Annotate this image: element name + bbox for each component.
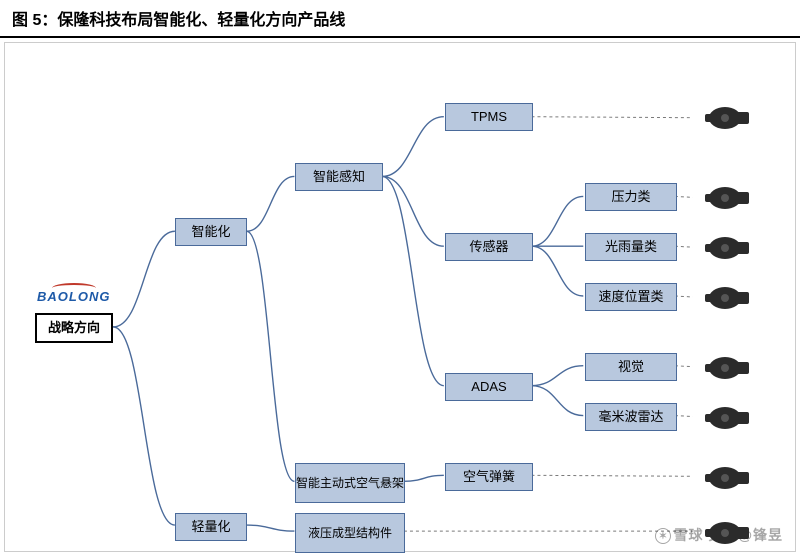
edge-cgq-sdwz	[531, 246, 583, 296]
product-image-img-kqth	[695, 458, 755, 498]
dash-img-sdwz	[675, 296, 693, 297]
node-yycx: 液压成型结构件	[295, 513, 405, 553]
node-zngz: 智能感知	[295, 163, 383, 191]
edge-adas-sj	[531, 366, 583, 386]
product-image-img-gyl	[695, 228, 755, 268]
product-image-img-sdwz	[695, 278, 755, 318]
node-sdwz: 速度位置类	[585, 283, 677, 311]
dash-img-tpms	[531, 117, 692, 118]
figure-title: 图 5：保隆科技布局智能化、轻量化方向产品线	[0, 0, 800, 38]
dash-img-gyl	[675, 246, 693, 247]
node-cgq: 传感器	[445, 233, 533, 261]
edge-kqxj-kqth	[404, 475, 444, 481]
dash-img-yll	[675, 196, 693, 197]
dash-img-kqth	[531, 475, 692, 476]
node-sj: 视觉	[585, 353, 677, 381]
node-gyl: 光雨量类	[585, 233, 677, 261]
edge-zngz-cgq	[382, 176, 444, 246]
product-image-img-yycx	[695, 513, 755, 553]
edge-znh-kqxj	[247, 231, 295, 481]
product-image-img-sj	[695, 348, 755, 388]
product-image-img-tpms	[695, 98, 755, 138]
edge-zngz-tpms	[382, 117, 444, 177]
edge-cgq-yll	[531, 196, 583, 246]
node-root: 战略方向	[35, 313, 113, 343]
node-mmb: 毫米波雷达	[585, 403, 677, 431]
node-yll: 压力类	[585, 183, 677, 211]
edge-qlh-yycx	[247, 525, 295, 531]
edge-znh-zngz	[247, 176, 295, 231]
edge-zngz-adas	[382, 176, 444, 385]
product-image-img-yll	[695, 178, 755, 218]
edge-adas-mmb	[531, 386, 583, 416]
product-image-img-mmb	[695, 398, 755, 438]
node-kqxj: 智能主动式空气悬架	[295, 463, 405, 503]
node-tpms: TPMS	[445, 103, 533, 131]
edge-root-qlh	[113, 327, 175, 525]
node-qlh: 轻量化	[175, 513, 247, 541]
dash-img-sj	[675, 366, 693, 367]
dash-img-mmb	[675, 416, 693, 417]
edge-root-znh	[113, 231, 175, 327]
company-logo: BAOLONG	[37, 289, 110, 304]
node-adas: ADAS	[445, 373, 533, 401]
node-kqth: 空气弹簧	[445, 463, 533, 491]
node-znh: 智能化	[175, 218, 247, 246]
diagram-canvas: BAOLONG ✶雪球 头条@锋昱 战略方向智能化轻量化智能感知智能主动式空气悬…	[4, 42, 796, 552]
